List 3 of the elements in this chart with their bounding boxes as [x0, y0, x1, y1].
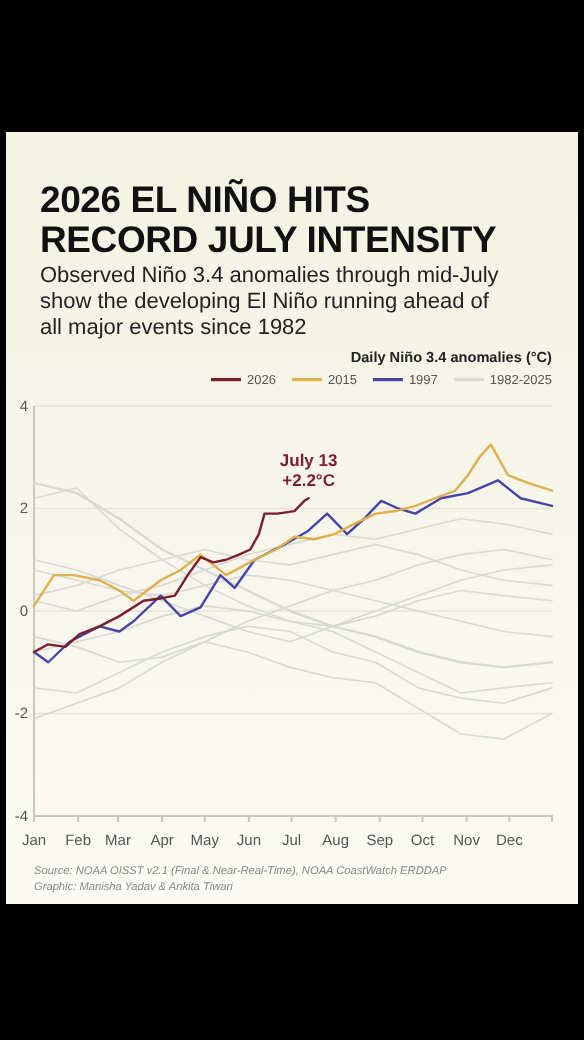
chart-title: 2026 EL NIÑO HITS RECORD JULY INTENSITY — [40, 178, 497, 260]
chart-subtitle: Observed Niño 3.4 anomalies through mid-July show the developing El Niño running ahead of all major events since 1982 — [40, 264, 501, 342]
annotation: July 13 +2.2°C — [279, 450, 339, 491]
